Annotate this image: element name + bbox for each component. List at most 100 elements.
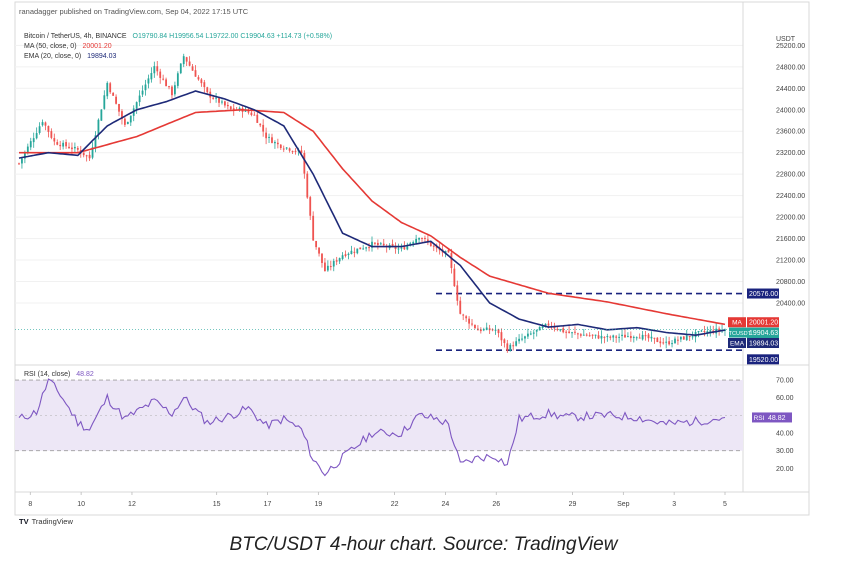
support-badge-value: 19520.00 bbox=[749, 357, 778, 364]
candle-body bbox=[624, 334, 626, 338]
rsi-tag-label: RSI bbox=[754, 415, 765, 422]
candle-body bbox=[629, 335, 632, 339]
candle-body bbox=[418, 237, 420, 240]
candle-body bbox=[421, 237, 423, 239]
candle-body bbox=[718, 328, 721, 331]
candle-body bbox=[212, 97, 215, 99]
rsi-tick-label: 70.00 bbox=[776, 378, 794, 385]
candle-body bbox=[559, 329, 562, 331]
candle-body bbox=[497, 329, 500, 334]
candle-body bbox=[638, 337, 641, 339]
candle-body bbox=[582, 334, 585, 336]
candle-body bbox=[391, 243, 394, 247]
candle-body bbox=[359, 247, 362, 250]
ema-badge bbox=[747, 338, 779, 349]
candle-body bbox=[126, 122, 129, 125]
ema-legend-value: 19894.03 bbox=[87, 53, 116, 60]
candle-body bbox=[406, 244, 409, 250]
candle-body bbox=[509, 344, 512, 351]
candle-body bbox=[179, 63, 182, 74]
candle-body bbox=[471, 323, 473, 325]
ma-badge-tag bbox=[728, 317, 746, 328]
candle-body bbox=[291, 151, 294, 153]
candle-body bbox=[153, 66, 156, 74]
tradingview-mark-icon: TV bbox=[19, 517, 29, 526]
ohlc-values: O19790.84 H19956.54 L19722.00 C19904.63 … bbox=[133, 33, 333, 40]
time-tick-label: 26 bbox=[492, 501, 500, 508]
time-tick-label: 8 bbox=[28, 501, 32, 508]
candle-body bbox=[276, 142, 279, 145]
candle-body bbox=[274, 142, 276, 144]
price-pane bbox=[15, 44, 743, 353]
candle-body bbox=[112, 92, 115, 96]
candle-body bbox=[50, 131, 53, 138]
tradingview-logo-text: TradingView bbox=[31, 517, 73, 526]
price-tick-label: 21200.00 bbox=[776, 258, 805, 265]
candle-body bbox=[618, 336, 621, 338]
candle-body bbox=[156, 66, 159, 72]
time-tick-label: 15 bbox=[213, 501, 221, 508]
candle-body bbox=[579, 334, 582, 336]
candle-body bbox=[632, 336, 635, 338]
candle-body bbox=[668, 341, 671, 345]
candle-body bbox=[541, 326, 544, 328]
candle-body bbox=[374, 242, 376, 244]
candle-body bbox=[382, 243, 385, 246]
rsi-value-badge: RSI 48.82 bbox=[752, 412, 792, 423]
candle-body bbox=[21, 158, 23, 164]
candle-body bbox=[188, 61, 191, 66]
candle-body bbox=[194, 70, 197, 77]
candle-body bbox=[465, 316, 468, 319]
candle-body bbox=[665, 341, 668, 343]
candle-body bbox=[544, 323, 547, 326]
candle-body bbox=[500, 332, 503, 341]
candle-body bbox=[532, 332, 535, 334]
price-tick-label: 21600.00 bbox=[776, 236, 805, 243]
candle-body bbox=[612, 335, 615, 338]
candle-body bbox=[250, 112, 253, 116]
candle-body bbox=[397, 248, 400, 250]
candle-body bbox=[521, 338, 523, 340]
candle-body bbox=[309, 197, 312, 216]
price-badge-value: 19904.63 bbox=[749, 330, 778, 337]
candle-body bbox=[76, 147, 79, 150]
candle-body bbox=[35, 133, 38, 139]
support-badge bbox=[747, 354, 779, 365]
rsi-tick-label: 20.00 bbox=[776, 466, 794, 473]
candle-body bbox=[38, 126, 41, 133]
candle-body bbox=[609, 336, 612, 338]
candle-body bbox=[318, 247, 320, 254]
time-tick-label: Sep bbox=[617, 501, 630, 508]
price-tick-label: 25200.00 bbox=[776, 43, 805, 50]
candle-body bbox=[697, 331, 700, 333]
candle-body bbox=[594, 334, 597, 336]
rsi-line bbox=[18, 378, 726, 477]
candle-body bbox=[450, 252, 453, 269]
ma-badge-tag-label: MA bbox=[732, 320, 742, 327]
candle-body bbox=[403, 247, 406, 250]
candle-body bbox=[547, 323, 550, 326]
candle-body bbox=[335, 260, 338, 262]
price-tick-label: 23200.00 bbox=[776, 150, 805, 157]
candle-body bbox=[474, 324, 476, 329]
candle-body bbox=[568, 331, 570, 333]
candle-body bbox=[106, 82, 109, 97]
candle-body bbox=[324, 262, 326, 272]
candle-body bbox=[129, 115, 132, 123]
candle-body bbox=[32, 138, 35, 143]
candle-body bbox=[23, 152, 26, 159]
rsi-badge-value: 48.82 bbox=[768, 415, 786, 422]
candle-body bbox=[512, 345, 515, 347]
time-tick-label: 3 bbox=[672, 501, 676, 508]
candle-body bbox=[524, 336, 526, 339]
rsi-legend-label: RSI (14, close) bbox=[24, 371, 70, 378]
time-tick-label: 17 bbox=[264, 501, 272, 508]
candle-body bbox=[53, 138, 56, 142]
price-tick-label: 23600.00 bbox=[776, 129, 805, 136]
candle-body bbox=[415, 238, 418, 243]
candle-body bbox=[200, 79, 203, 84]
rsi-tick-label: 30.00 bbox=[776, 448, 794, 455]
candle-body bbox=[426, 239, 429, 242]
candle-body bbox=[574, 331, 576, 333]
candle-body bbox=[221, 101, 223, 103]
